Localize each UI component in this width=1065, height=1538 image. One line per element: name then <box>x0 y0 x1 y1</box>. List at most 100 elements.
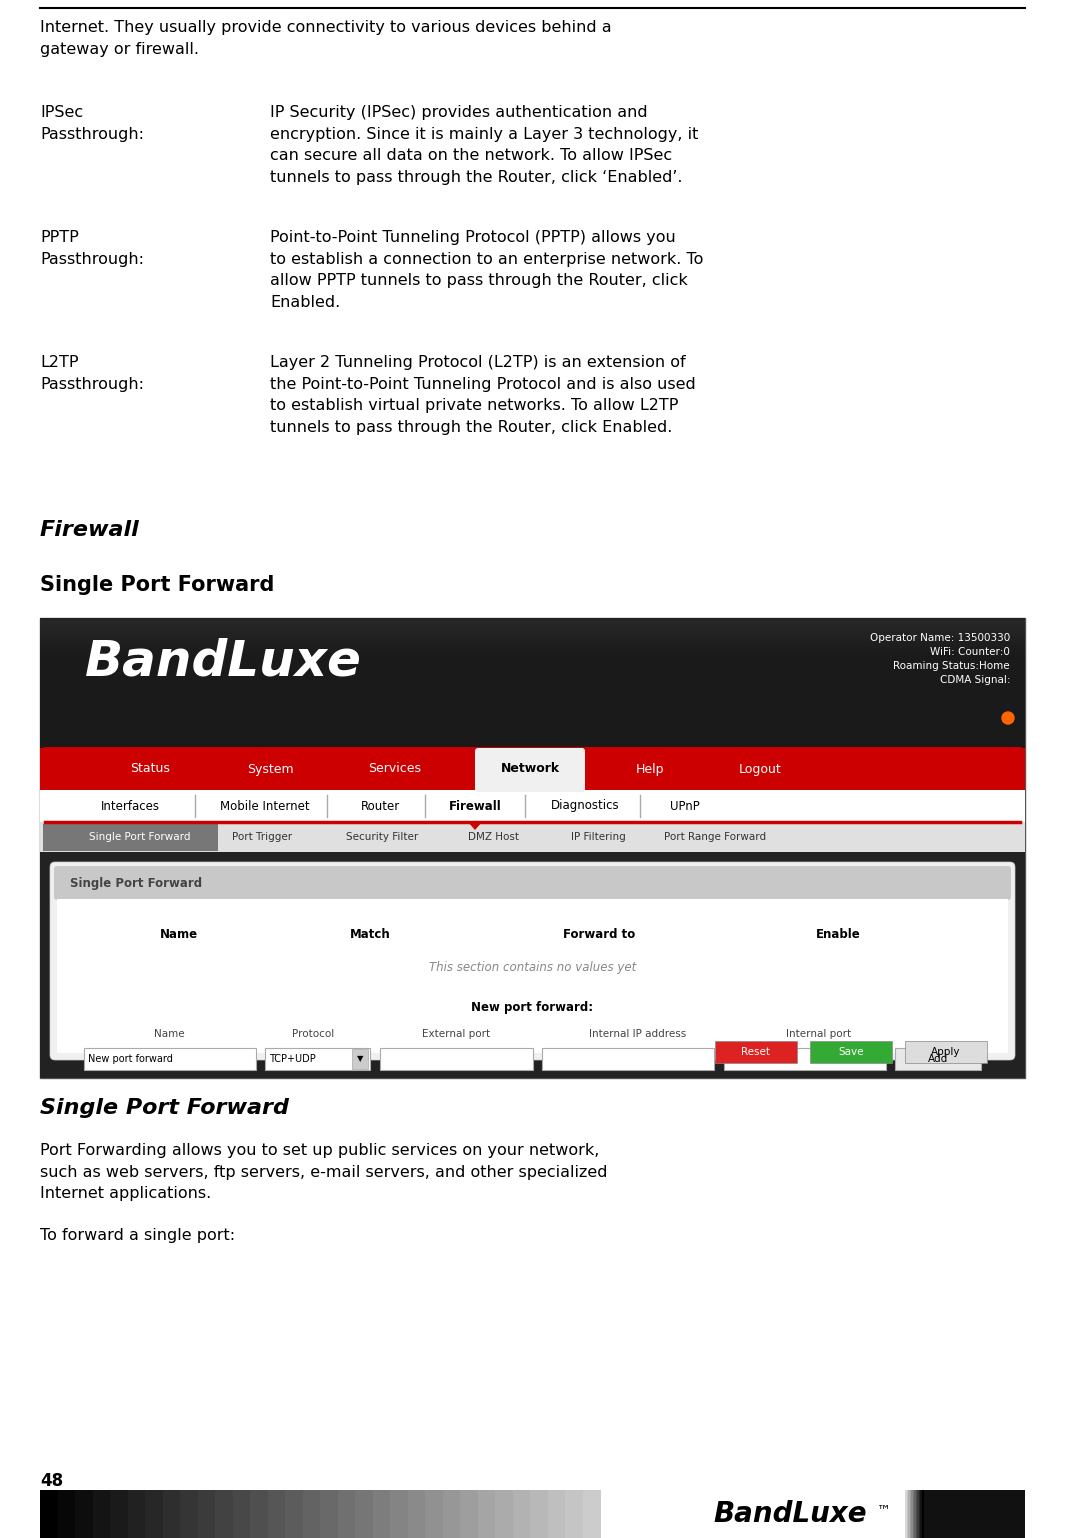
Bar <box>40 646 1025 651</box>
Bar <box>40 1490 59 1538</box>
Bar <box>163 1490 181 1538</box>
Bar <box>285 1490 304 1538</box>
Polygon shape <box>468 821 482 831</box>
Text: To forward a single port:: To forward a single port: <box>40 1227 235 1243</box>
Bar <box>110 1490 129 1538</box>
Bar <box>40 634 1025 638</box>
Bar <box>197 1490 216 1538</box>
Bar <box>75 1490 94 1538</box>
Text: System: System <box>247 763 293 775</box>
Bar <box>920 1490 922 1538</box>
Bar <box>40 618 1025 1078</box>
Bar <box>547 1490 566 1538</box>
Bar <box>921 1490 923 1538</box>
Bar <box>40 651 1025 654</box>
Text: This section contains no values yet: This section contains no values yet <box>429 961 636 974</box>
Bar <box>40 791 1025 821</box>
Text: Protocol: Protocol <box>292 1029 334 1040</box>
Text: Single Port Forward: Single Port Forward <box>40 575 275 595</box>
Bar <box>302 1490 321 1538</box>
Text: UPnP: UPnP <box>670 800 700 812</box>
Bar <box>215 1490 233 1538</box>
Text: Interfaces: Interfaces <box>100 800 160 812</box>
Bar <box>918 1490 920 1538</box>
Bar <box>373 1490 391 1538</box>
Text: IP Filtering: IP Filtering <box>571 832 625 841</box>
Bar <box>408 1490 426 1538</box>
Text: Match: Match <box>349 927 391 941</box>
Text: Layer 2 Tunneling Protocol (L2TP) is an extension of
the Point-to-Point Tunnelin: Layer 2 Tunneling Protocol (L2TP) is an … <box>271 355 695 435</box>
Bar <box>58 900 1007 1054</box>
Text: Internal IP address: Internal IP address <box>589 1029 686 1040</box>
Bar <box>40 852 1025 1078</box>
Bar <box>40 641 1025 646</box>
Text: Port Trigger: Port Trigger <box>232 832 292 841</box>
Text: Internal port: Internal port <box>786 1029 852 1040</box>
Circle shape <box>1002 712 1014 724</box>
Text: Services: Services <box>368 763 422 775</box>
Bar <box>542 1047 714 1070</box>
Bar <box>267 1490 286 1538</box>
Bar <box>40 624 1025 628</box>
Text: Help: Help <box>636 763 665 775</box>
Text: Firewall: Firewall <box>40 520 140 540</box>
Bar <box>320 1490 339 1538</box>
Text: Network: Network <box>501 763 559 775</box>
Bar <box>380 1047 532 1070</box>
Text: Apply: Apply <box>931 1047 961 1057</box>
Bar <box>908 1490 910 1538</box>
Text: Save: Save <box>838 1047 864 1057</box>
Text: New port forward: New port forward <box>87 1054 173 1064</box>
Text: IP Security (IPSec) provides authentication and
encryption. Since it is mainly a: IP Security (IPSec) provides authenticat… <box>271 105 699 185</box>
FancyBboxPatch shape <box>42 747 1023 791</box>
Text: Firewall: Firewall <box>448 800 502 812</box>
Bar <box>425 1490 443 1538</box>
Text: PPTP
Passthrough:: PPTP Passthrough: <box>40 231 144 266</box>
Bar <box>910 1490 912 1538</box>
Bar <box>40 621 1025 626</box>
Text: Port Forwarding allows you to set up public services on your network,
such as we: Port Forwarding allows you to set up pub… <box>40 1143 607 1201</box>
Text: External port: External port <box>422 1029 490 1040</box>
Text: Logout: Logout <box>739 763 782 775</box>
Text: Enable: Enable <box>816 927 861 941</box>
Bar <box>40 644 1025 647</box>
Bar <box>40 628 1025 632</box>
Bar <box>390 1490 409 1538</box>
Bar <box>566 1490 584 1538</box>
Text: Status: Status <box>130 763 170 775</box>
Bar <box>906 1490 908 1538</box>
Bar <box>913 1490 915 1538</box>
Bar <box>93 1490 111 1538</box>
Bar <box>40 652 1025 657</box>
Text: Security Filter: Security Filter <box>346 832 419 841</box>
FancyBboxPatch shape <box>475 747 585 792</box>
Bar <box>40 654 1025 658</box>
Bar <box>40 657 1025 660</box>
Bar <box>338 1490 356 1538</box>
Text: Reset: Reset <box>741 1047 770 1057</box>
Bar <box>40 618 1025 621</box>
Bar <box>495 1490 513 1538</box>
Text: ▼: ▼ <box>357 1055 363 1063</box>
Bar <box>265 1047 371 1070</box>
Bar <box>40 632 1025 637</box>
FancyBboxPatch shape <box>50 861 1015 1060</box>
Bar <box>916 1490 918 1538</box>
FancyBboxPatch shape <box>715 1041 797 1063</box>
Text: L2TP
Passthrough:: L2TP Passthrough: <box>40 355 144 392</box>
Text: BandLuxe: BandLuxe <box>714 1500 867 1527</box>
Bar <box>40 631 1025 634</box>
Bar <box>40 647 1025 652</box>
Text: Internet. They usually provide connectivity to various devices behind a
gateway : Internet. They usually provide connectiv… <box>40 20 611 57</box>
Text: Port Range Forward: Port Range Forward <box>663 832 766 841</box>
Bar <box>145 1490 164 1538</box>
Bar <box>512 1490 531 1538</box>
Text: DMZ Host: DMZ Host <box>468 832 519 841</box>
Bar <box>620 1490 1025 1538</box>
Bar <box>250 1490 268 1538</box>
Text: ™: ™ <box>876 1504 891 1518</box>
Bar <box>40 747 1025 791</box>
Bar <box>905 1490 907 1538</box>
Text: Name: Name <box>154 1029 185 1040</box>
Text: Name: Name <box>160 927 198 941</box>
